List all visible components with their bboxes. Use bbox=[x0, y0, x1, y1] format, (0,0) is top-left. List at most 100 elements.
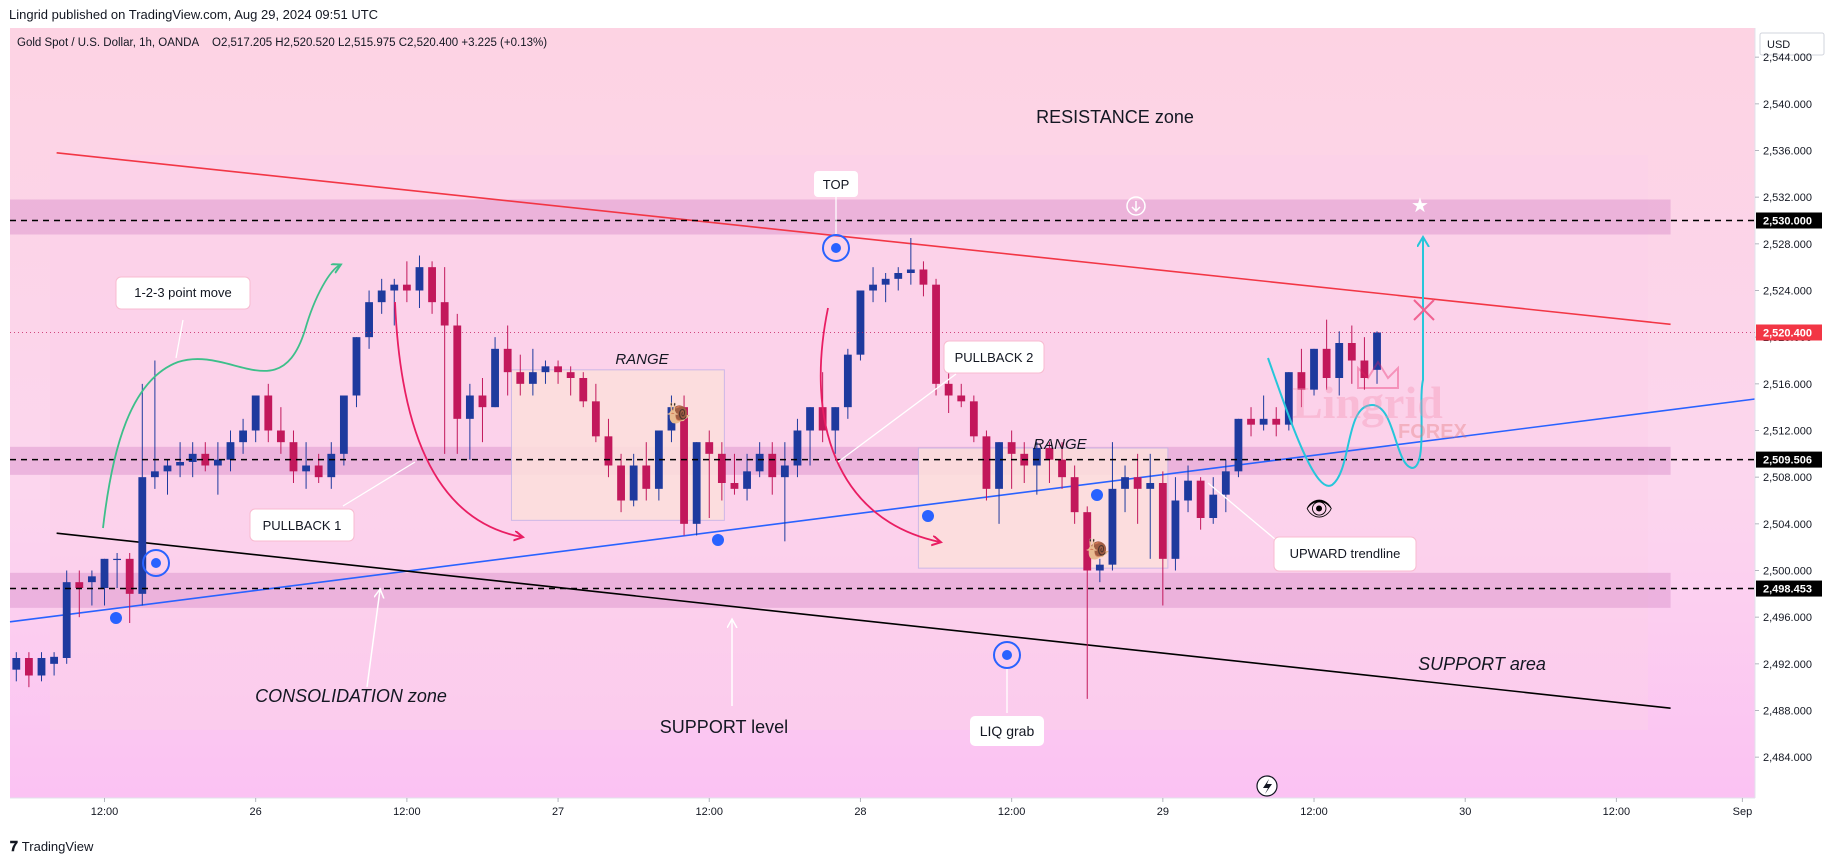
candle-body bbox=[1259, 418, 1268, 425]
trend-dot-4 bbox=[1091, 489, 1103, 501]
currency-box[interactable] bbox=[1759, 32, 1825, 56]
candle-body bbox=[1284, 372, 1293, 425]
candle-body bbox=[1083, 512, 1092, 571]
tradingview-logo[interactable]: 𝟕 TradingView bbox=[10, 838, 93, 855]
candle-body bbox=[1209, 494, 1218, 518]
candle-body bbox=[906, 269, 915, 273]
pointer-point-move bbox=[175, 319, 184, 359]
x-tick-label: 30 bbox=[1459, 806, 1471, 818]
y-tick-label: 2,532.000 bbox=[1763, 192, 1812, 204]
candle-body bbox=[465, 395, 474, 419]
candle-body bbox=[516, 372, 525, 384]
candle-body bbox=[1297, 372, 1306, 390]
candle-body bbox=[1196, 480, 1205, 518]
candle-body bbox=[1234, 418, 1243, 472]
pointer-pullback2 bbox=[837, 373, 957, 463]
candle-body bbox=[1221, 471, 1230, 495]
candle-body bbox=[1171, 500, 1180, 559]
candle-body bbox=[213, 459, 222, 466]
candle-body bbox=[125, 558, 134, 594]
pullback2-callout: PULLBACK 2 bbox=[955, 350, 1034, 365]
arrow-1-2-3-move bbox=[102, 265, 340, 529]
candle-body bbox=[478, 395, 487, 408]
markers: 🐌 🐌 👁 ★ bbox=[110, 193, 1435, 797]
candle-body bbox=[1007, 442, 1016, 454]
candle-body bbox=[453, 325, 462, 419]
candle-body bbox=[1058, 459, 1066, 478]
snail-icon-2: 🐌 bbox=[1085, 537, 1110, 561]
candle-body bbox=[37, 658, 46, 676]
candle-body bbox=[768, 453, 777, 478]
watermark-sub: FOREX bbox=[1398, 421, 1468, 443]
candle-body bbox=[365, 302, 373, 338]
candle-body bbox=[932, 284, 940, 384]
upward-trendline bbox=[9, 398, 1756, 623]
candle-body bbox=[591, 401, 600, 437]
zone-band bbox=[10, 572, 1671, 608]
snail-icon-1: 🐌 bbox=[666, 401, 691, 425]
eye-icon: 👁 bbox=[1305, 497, 1333, 522]
y-tick-label: 2,500.000 bbox=[1763, 566, 1812, 578]
x-tick-label: 28 bbox=[854, 806, 866, 818]
time-axis[interactable] bbox=[10, 798, 1755, 824]
price-chart[interactable]: 🐌 🐌 👁 ★ Lingrid FOREX RESISTANCE zone RA… bbox=[0, 0, 1835, 833]
projection-path bbox=[1267, 238, 1423, 487]
candle-body bbox=[642, 465, 651, 489]
candle-body bbox=[289, 442, 298, 472]
candle-body bbox=[62, 582, 71, 658]
price-line-label-box bbox=[1756, 451, 1822, 468]
candle-body bbox=[1121, 477, 1129, 489]
last-price-label: 2,520.400 bbox=[1763, 328, 1812, 340]
candle-body bbox=[1045, 448, 1054, 460]
currency-label: USD bbox=[1767, 39, 1790, 51]
candle-body bbox=[1133, 477, 1142, 489]
swing-circle-left bbox=[142, 549, 170, 577]
candle-body bbox=[264, 395, 273, 431]
x-tick-label: 27 bbox=[552, 806, 564, 818]
cross-icon bbox=[1413, 299, 1435, 321]
candle-body bbox=[339, 395, 348, 454]
candle-body bbox=[617, 465, 625, 501]
callouts: TOP 1-2-3 point move PULLBACK 1 PULLBACK… bbox=[115, 171, 1417, 746]
support-area-label: SUPPORT area bbox=[1418, 654, 1546, 674]
publish-bar: Lingrid published on TradingView.com, Au… bbox=[0, 0, 1835, 28]
y-tick-label: 2,516.000 bbox=[1763, 379, 1812, 391]
candle-body bbox=[743, 471, 751, 489]
candle-body bbox=[629, 465, 638, 501]
footer-bar: 𝟕 TradingView bbox=[0, 833, 1835, 861]
x-tick-label: 12:00 bbox=[1300, 806, 1328, 818]
candle-body bbox=[352, 337, 361, 396]
x-tick-label: 12:00 bbox=[91, 806, 119, 818]
candle-body bbox=[491, 348, 499, 408]
liq-circle bbox=[993, 641, 1021, 669]
candle-body bbox=[1158, 483, 1167, 559]
publish-info: Lingrid published on TradingView.com, Au… bbox=[9, 7, 379, 22]
candle-body bbox=[1347, 343, 1356, 361]
candle-body bbox=[730, 483, 739, 489]
last-price-label-box bbox=[1756, 324, 1822, 341]
candle-body bbox=[654, 430, 663, 489]
x-tick-label: 12:00 bbox=[1603, 806, 1631, 818]
candle-body bbox=[579, 378, 588, 402]
symbol-legend[interactable]: Gold Spot / U.S. Dollar, 1h, OANDA bbox=[17, 37, 199, 49]
candle-body bbox=[1247, 418, 1255, 425]
top-dot bbox=[831, 243, 841, 253]
candle-body bbox=[87, 576, 96, 583]
arrow-pullback1 bbox=[394, 301, 522, 537]
range-label-1: RANGE bbox=[615, 351, 669, 368]
pointer-pullback1 bbox=[342, 461, 416, 507]
lower-trendline bbox=[56, 532, 1671, 709]
annotation-arrows bbox=[102, 197, 1423, 713]
candle-body bbox=[541, 366, 550, 373]
y-tick-label: 2,504.000 bbox=[1763, 519, 1812, 531]
watermark: Lingrid FOREX bbox=[1292, 360, 1468, 443]
price-axis[interactable] bbox=[1755, 28, 1835, 798]
top-callout-box bbox=[814, 171, 858, 197]
candle-body bbox=[302, 465, 310, 472]
candle-body bbox=[1373, 332, 1381, 370]
candle-body bbox=[1272, 418, 1281, 425]
liq-grab-callout-box bbox=[970, 716, 1044, 746]
pullback1-callout-box bbox=[249, 508, 355, 542]
candle-body bbox=[1310, 348, 1318, 390]
candle-body bbox=[692, 442, 701, 524]
